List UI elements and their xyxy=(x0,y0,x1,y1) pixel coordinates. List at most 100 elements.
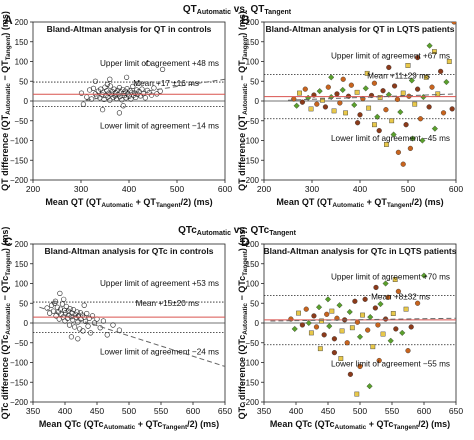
panel-a-point xyxy=(120,103,126,109)
panel-d-xlabel-main: Mean QTc (QTc xyxy=(270,419,335,429)
panel-c-point xyxy=(62,318,68,324)
panel-c-ytick-label: 0 xyxy=(24,319,29,328)
panel-b-point xyxy=(408,77,415,84)
panel-a-ytick-label: 150 xyxy=(15,38,29,47)
panel-a-mean-annotation: Mean +17 ±16 ms xyxy=(133,79,199,88)
panel-a-ylabel-main: QT difference (QT xyxy=(0,114,10,191)
panel-b-trend-line xyxy=(287,93,456,101)
panel-d-point xyxy=(324,311,330,317)
panel-c-xtick-label: 500 xyxy=(122,406,136,416)
panel-d-ytick-label: 150 xyxy=(246,260,260,269)
panel-d-point xyxy=(385,294,391,300)
panel-c-point xyxy=(85,323,91,329)
panel-c-ytick-label: −50 xyxy=(14,339,28,348)
panel-b-point xyxy=(337,100,343,106)
panel-b-inner xyxy=(264,22,456,167)
row-header-bottom-sub1: Automatic xyxy=(197,230,231,237)
panel-b-point xyxy=(325,84,331,90)
panel-b-point xyxy=(297,90,302,96)
panel-a-point xyxy=(104,81,110,88)
panel-c-ytick-label: 100 xyxy=(15,280,29,289)
panel-d-ytick-label: 200 xyxy=(246,240,260,249)
panel-b-point xyxy=(377,95,383,100)
panel-d-point xyxy=(420,272,428,279)
panel-c-point xyxy=(67,306,73,312)
panel-c-letter: C xyxy=(4,235,13,249)
panel-b-point xyxy=(415,54,421,61)
panel-a-point xyxy=(107,83,113,89)
panel-d-point xyxy=(338,356,344,361)
panel-c-xlabel-end: /2) (ms) xyxy=(187,419,219,429)
panel-b-point xyxy=(322,104,329,110)
panel-b-point xyxy=(438,68,444,74)
panel-b-xlabel-end: /2) (ms) xyxy=(412,197,444,207)
panel-d-point xyxy=(352,298,358,304)
panel-d-point xyxy=(354,319,361,325)
panel-d-ytick-label: −100 xyxy=(241,359,260,368)
panel-d-upper-annotation: Upper limit of agreement +70 ms xyxy=(331,272,450,281)
panel-d-xtick-label: 500 xyxy=(353,406,367,416)
panel-b-ytick-label: −150 xyxy=(241,156,260,165)
panel-c-point xyxy=(84,310,90,317)
panel-d-point xyxy=(415,300,421,306)
panel-d-point xyxy=(344,340,350,346)
panel-a-ytick-label: −50 xyxy=(14,117,28,126)
panel-c-point xyxy=(91,320,98,326)
panel-b-point xyxy=(331,108,337,114)
panel-d-xtick-label: 450 xyxy=(321,406,335,416)
panel-b-ylabel-main: QT difference (QT xyxy=(237,114,247,191)
panel-d-xtick-label: 550 xyxy=(385,406,399,416)
panel-b-point xyxy=(314,101,320,107)
panel-c-upper-annotation: Upper limit of agreement +53 ms xyxy=(100,279,219,288)
panel-d-xtick-label: 400 xyxy=(289,406,303,416)
panel-c-ylabel: QTc difference (QTcAutomatic − QTcTangen… xyxy=(0,227,12,420)
panel-c: C Bland-Altman analysis for QTc in contro… xyxy=(0,227,232,431)
panel-d-point xyxy=(317,346,323,352)
panel-d-point xyxy=(408,324,414,330)
panel-a-ylabel-sub2: Tangent xyxy=(5,35,12,61)
panel-a-xtick-label: 500 xyxy=(170,184,184,194)
panel-b-xlabel-main: Mean QT (QT xyxy=(276,197,333,207)
panel-b-title: Bland-Altman analysis for QT in LQTS pat… xyxy=(266,24,455,34)
panel-c-ylabel-sub2: Tangent xyxy=(5,250,12,276)
panel-b-point xyxy=(429,84,435,90)
panel-c-ytick-label: 200 xyxy=(15,240,29,249)
panel-a-ytick-label: 200 xyxy=(15,18,29,27)
panel-b-point xyxy=(302,86,308,92)
panel-c-xlabel-sub1: Automatic xyxy=(104,424,136,431)
panel-b-ylabel-sub2: Tangent xyxy=(242,35,249,61)
panel-b-point xyxy=(415,86,421,92)
panel-c-ylabel-main: QTc difference (QTc xyxy=(0,335,10,420)
panel-d-point xyxy=(375,322,381,328)
row-header-top: QTAutomatic vs. QTTangent xyxy=(183,4,292,16)
panel-b-ylabel: QT difference (QTAutomatic − QTTangent) … xyxy=(237,11,249,191)
panel-c-xtick-label: 550 xyxy=(154,406,168,416)
panel-a-xlabel-sub2: Tangent xyxy=(156,202,182,209)
panel-a-point xyxy=(136,80,142,86)
panel-b-point xyxy=(386,64,392,71)
panel-a-xtick-label: 200 xyxy=(26,184,40,194)
panel-b-xlabel-mid: + QT xyxy=(364,197,387,207)
panel-b-point xyxy=(405,63,411,68)
panel-b-point xyxy=(394,96,401,103)
panel-b-point xyxy=(400,90,406,96)
panel-b-point xyxy=(328,74,335,81)
panel-d-point xyxy=(331,336,338,342)
panel-a-ylabel: QT difference (QTAutomatic − QTTangent) … xyxy=(0,11,12,191)
panel-b-letter: B xyxy=(241,13,250,27)
panel-d-xtick-label: 650 xyxy=(449,406,463,416)
panel-c-xtick-label: 350 xyxy=(26,406,40,416)
panel-a-ytick-label: 0 xyxy=(24,97,29,106)
panel-d-point xyxy=(376,357,382,364)
panel-d-point xyxy=(313,324,320,330)
panel-c-point xyxy=(81,302,87,308)
panel-a-lower-annotation: Lower limit of agreement −14 ms xyxy=(100,122,219,131)
panel-d-point xyxy=(336,302,343,309)
panel-d-point xyxy=(382,280,389,287)
row-header-bottom-sub2: Tangent xyxy=(269,230,296,237)
panel-d-xtick-label: 350 xyxy=(257,406,271,416)
panel-a-xtick-label: 300 xyxy=(74,184,88,194)
panel-d-point xyxy=(372,305,378,311)
panel-d-point xyxy=(326,323,333,330)
panel-a-point xyxy=(148,92,155,98)
